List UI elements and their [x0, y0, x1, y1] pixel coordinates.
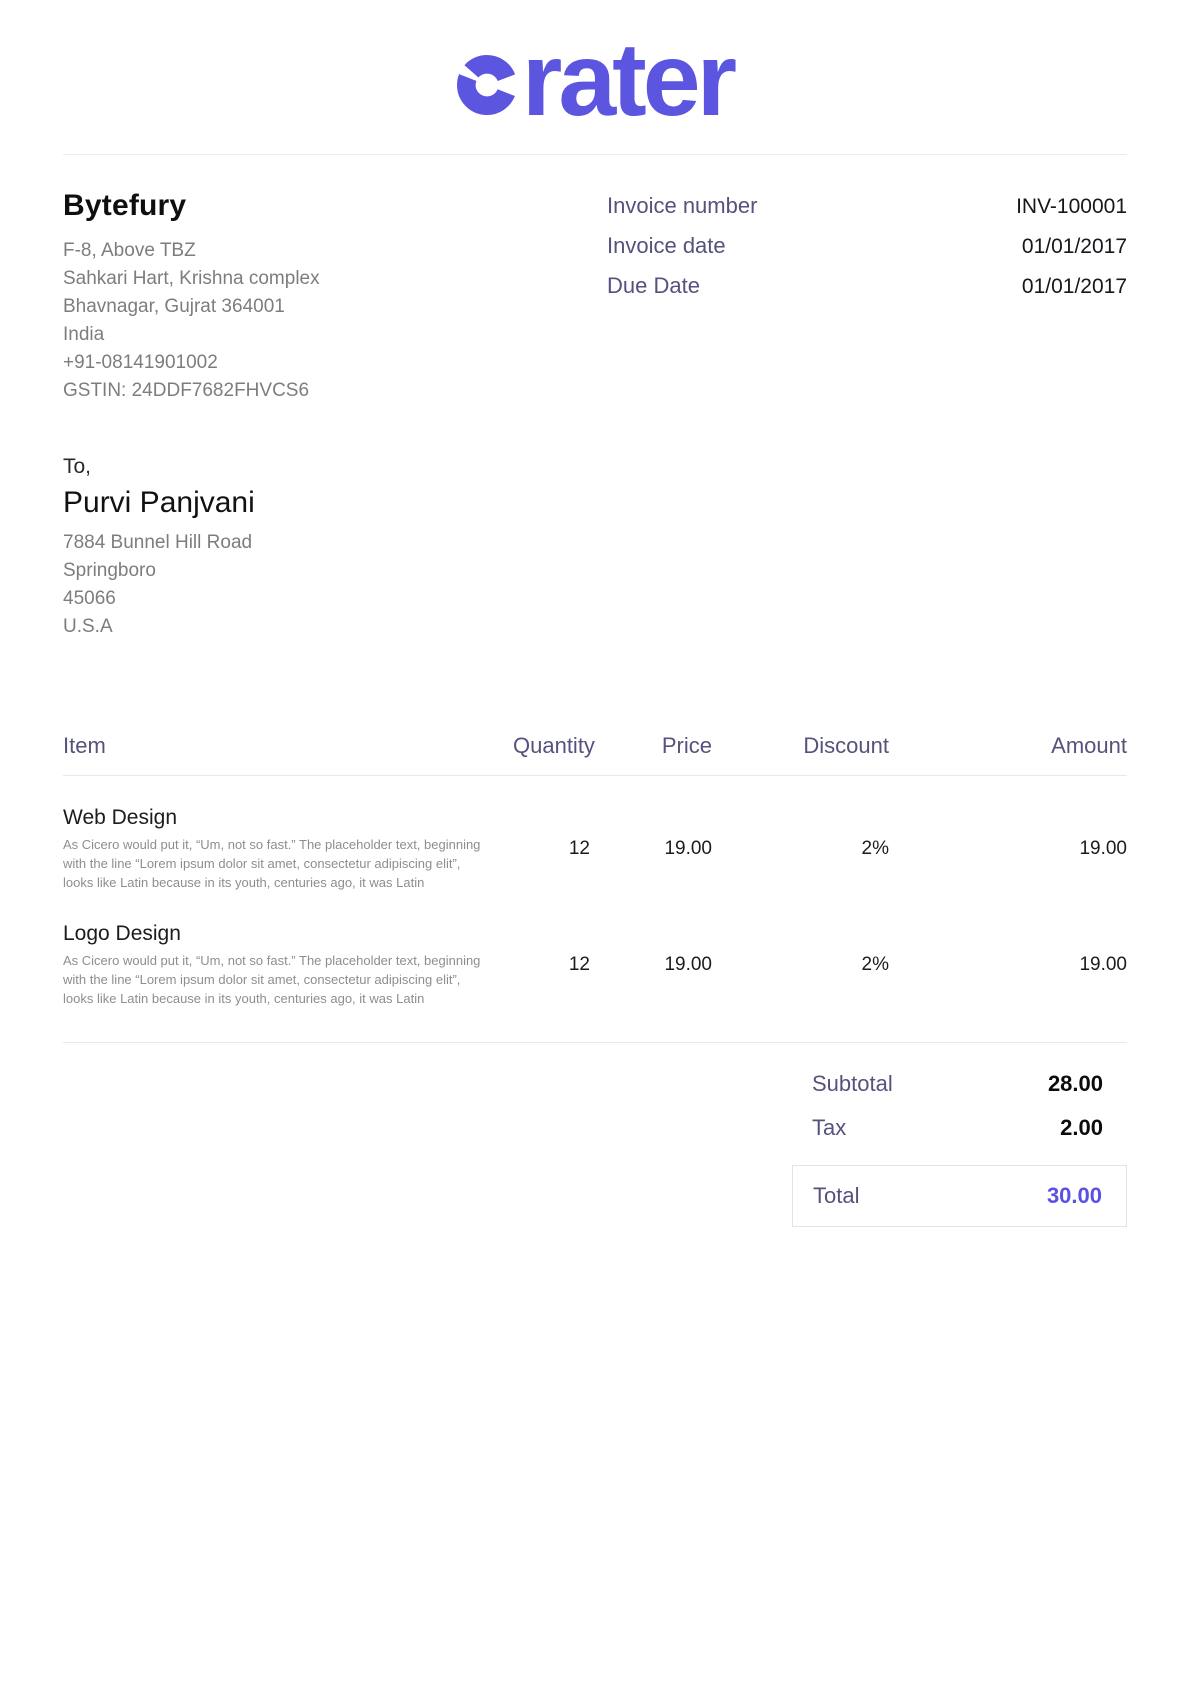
item-name: Web Design [63, 805, 178, 829]
column-header-discount: Discount [803, 732, 889, 758]
item-cell: Web Design As Cicero would put it, “Um, … [63, 806, 513, 892]
customer-address-line: 7884 Bunnel Hill Road [63, 531, 253, 553]
items-table-header: Item Quantity Price Discount Amount [63, 733, 1127, 776]
column-header-quantity: Quantity [513, 732, 595, 758]
table-row: Logo Design As Cicero would put it, “Um,… [63, 892, 1127, 1008]
crater-logo-text: rater [521, 22, 737, 138]
tax-value: 2.00 [1060, 1114, 1103, 1140]
company-address-line: Bhavnagar, Gujrat 364001 [63, 295, 285, 317]
totals-section: Subtotal 28.00 Tax 2.00 Total 30.00 [792, 1071, 1127, 1227]
due-date-value: 01/01/2017 [1021, 274, 1127, 298]
invoice-date-value: 01/01/2017 [1021, 234, 1127, 258]
item-quantity: 12 [568, 837, 590, 859]
customer-address-line: Springboro [63, 559, 156, 581]
company-name: Bytefury [63, 188, 187, 222]
header-divider [63, 153, 1127, 155]
due-date-label: Due Date [607, 272, 700, 298]
customer-address: 7884 Bunnel Hill Road Springboro 45066 U… [63, 529, 1127, 641]
item-amount: 19.00 [1079, 953, 1127, 975]
company-address-line: India [63, 323, 105, 345]
company-block: Bytefury F-8, Above TBZ Sahkari Hart, Kr… [63, 189, 320, 405]
company-gstin: GSTIN: 24DDF7682FHVCS6 [63, 379, 310, 401]
bill-to-section: To, Purvi Panjvani 7884 Bunnel Hill Road… [63, 455, 1127, 641]
bill-to-prefix: To, [63, 454, 92, 478]
item-cell: Logo Design As Cicero would put it, “Um,… [63, 922, 513, 1008]
column-header-amount: Amount [1051, 732, 1127, 758]
table-row: Web Design As Cicero would put it, “Um, … [63, 776, 1127, 892]
item-discount: 2% [861, 837, 889, 859]
total-box: Total 30.00 [792, 1164, 1127, 1227]
item-name: Logo Design [63, 921, 181, 945]
item-price: 19.00 [664, 953, 712, 975]
subtotal-value: 28.00 [1047, 1070, 1103, 1096]
item-quantity: 12 [568, 953, 590, 975]
company-phone: +91-08141901002 [63, 351, 218, 373]
item-amount: 19.00 [1079, 837, 1127, 859]
customer-address-line: 45066 [63, 587, 116, 609]
invoice-number-row: Invoice number INV-100001 [607, 193, 1127, 219]
company-address-line: Sahkari Hart, Krishna complex [63, 267, 320, 289]
crater-logo: rater [456, 22, 737, 138]
subtotal-label: Subtotal [812, 1070, 893, 1096]
company-address: F-8, Above TBZ Sahkari Hart, Krishna com… [63, 237, 320, 405]
brand-header: rater [63, 0, 1127, 138]
customer-address-line: U.S.A [63, 615, 113, 637]
parties-section: Bytefury F-8, Above TBZ Sahkari Hart, Kr… [63, 189, 1127, 405]
invoice-number-label: Invoice number [607, 192, 758, 218]
invoice-date-row: Invoice date 01/01/2017 [607, 233, 1127, 259]
total-value: 30.00 [1046, 1182, 1102, 1208]
item-description: As Cicero would put it, “Um, not so fast… [63, 952, 481, 1006]
invoice-meta-block: Invoice number INV-100001 Invoice date 0… [607, 189, 1127, 405]
tax-row: Tax 2.00 [792, 1115, 1127, 1141]
tax-label: Tax [812, 1114, 847, 1140]
due-date-row: Due Date 01/01/2017 [607, 273, 1127, 299]
total-label: Total [813, 1182, 860, 1208]
invoice-date-label: Invoice date [607, 232, 726, 258]
customer-name: Purvi Panjvani [63, 485, 255, 519]
item-price: 19.00 [664, 837, 712, 859]
column-header-price: Price [661, 732, 712, 758]
crater-logo-c-icon [456, 55, 517, 115]
company-address-line: F-8, Above TBZ [63, 239, 196, 261]
table-bottom-divider [63, 1041, 1127, 1043]
invoice-number-value: INV-100001 [1016, 194, 1127, 218]
items-table: Item Quantity Price Discount Amount Web … [63, 733, 1127, 1043]
item-description: As Cicero would put it, “Um, not so fast… [63, 836, 481, 890]
subtotal-row: Subtotal 28.00 [792, 1071, 1127, 1097]
column-header-item: Item [63, 732, 106, 758]
item-discount: 2% [861, 953, 889, 975]
